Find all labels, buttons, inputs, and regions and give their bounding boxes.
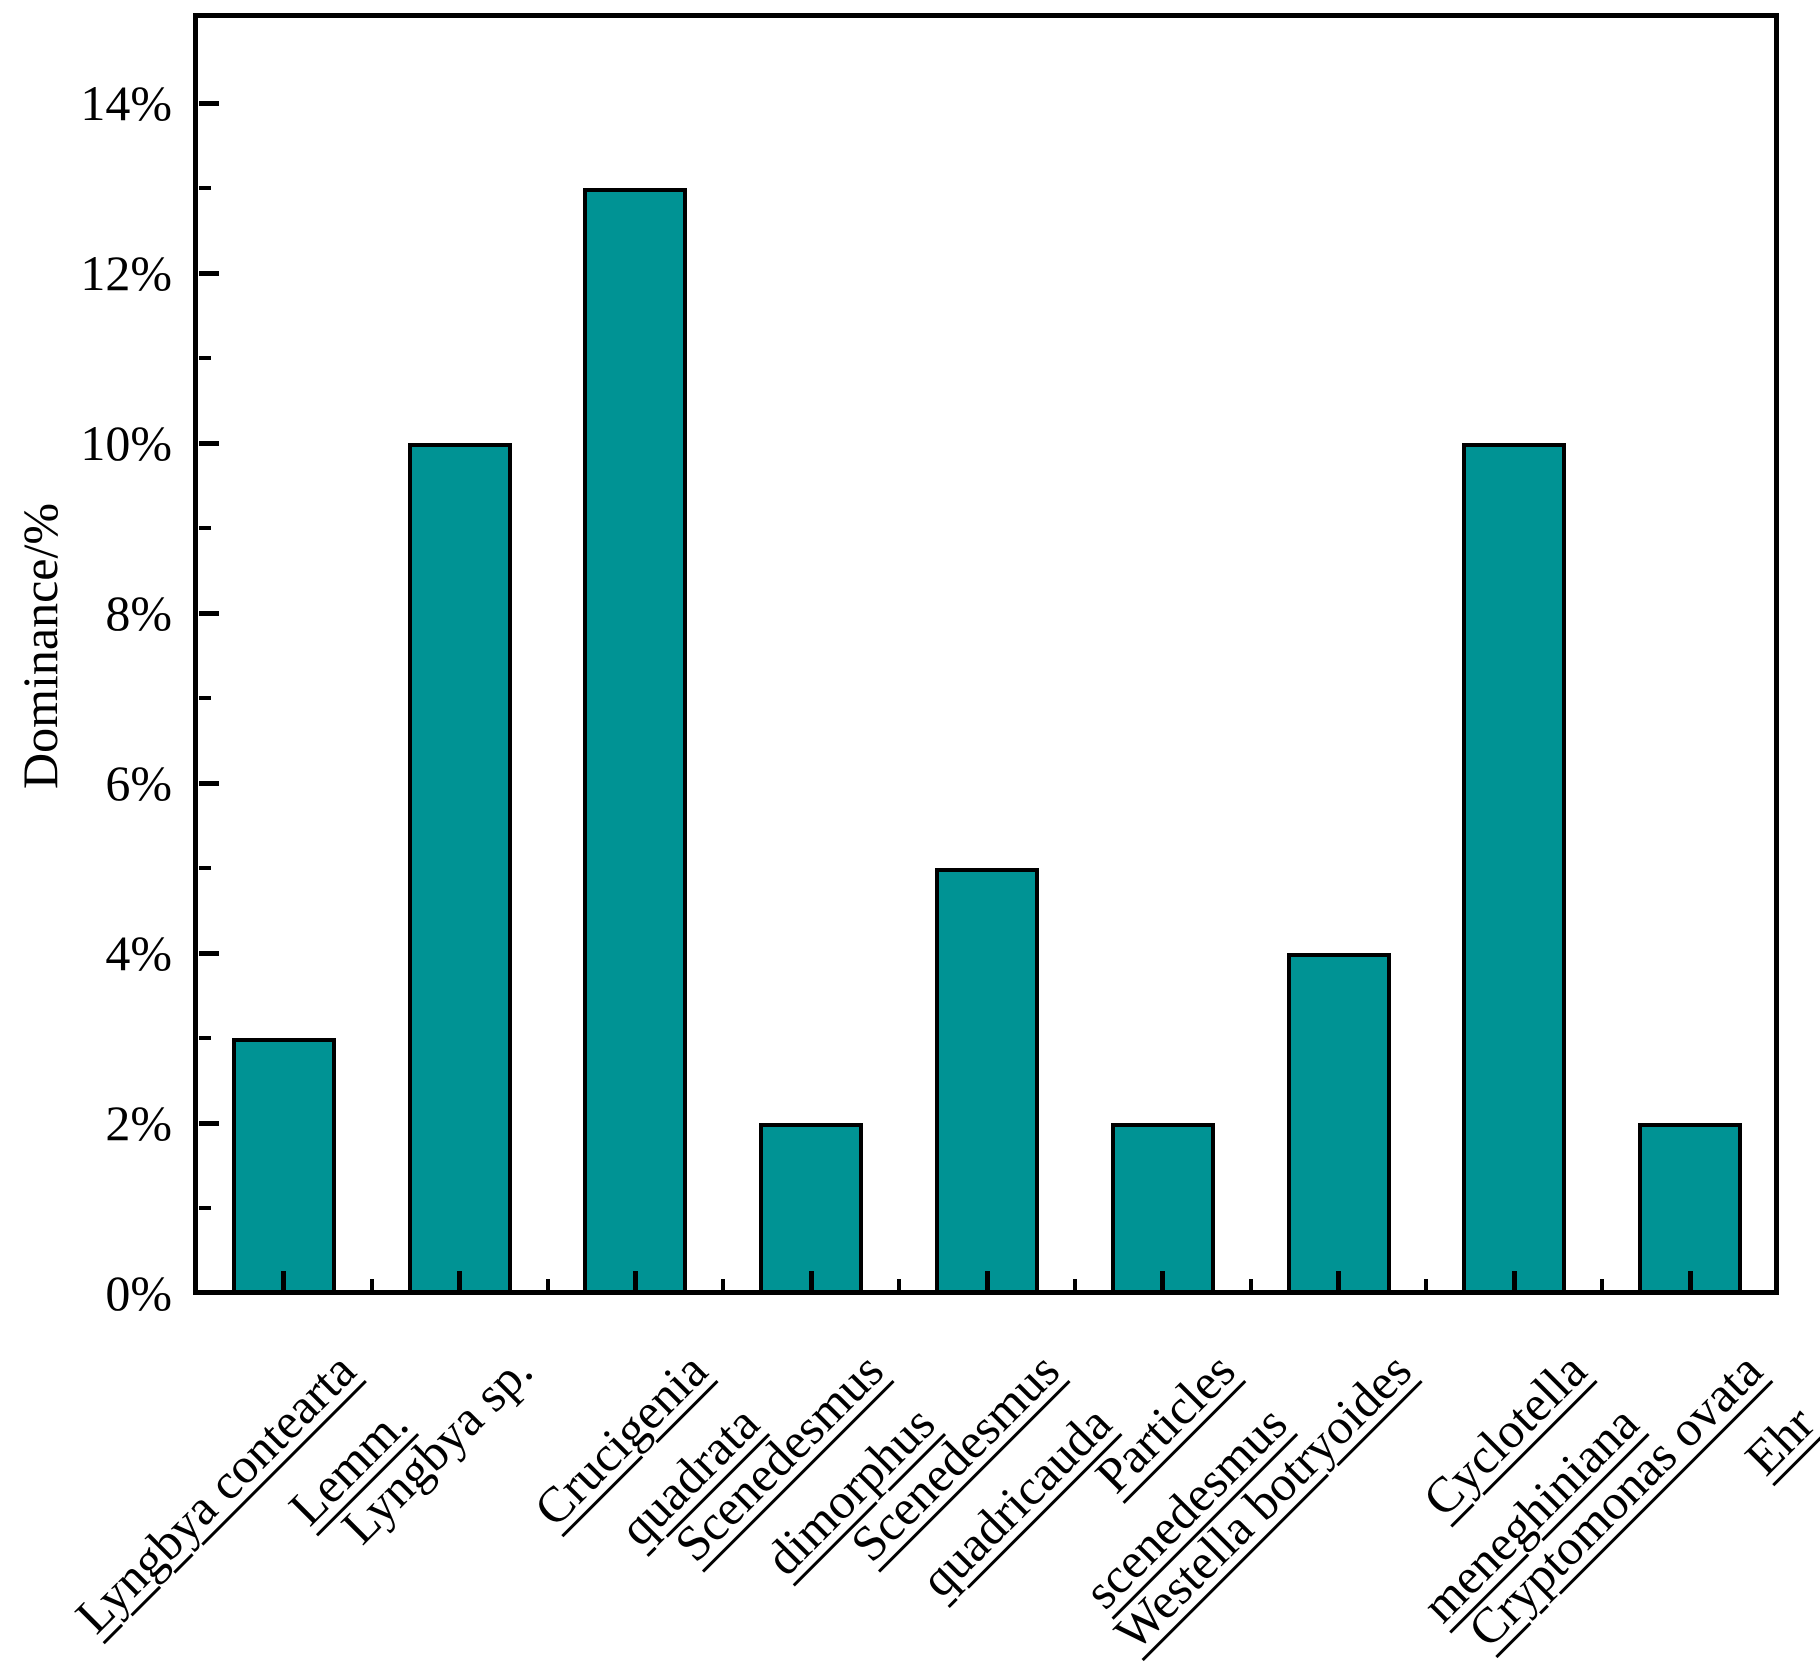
y-tick-label: 2% xyxy=(105,1095,172,1151)
y-major-tick xyxy=(199,781,219,786)
y-minor-tick xyxy=(199,1206,211,1210)
y-minor-tick xyxy=(199,696,211,700)
y-tick-label: 6% xyxy=(105,755,172,811)
bar-9 xyxy=(1638,1123,1742,1293)
y-minor-tick xyxy=(199,1036,211,1040)
x-minor-tick xyxy=(546,1279,550,1291)
x-minor-tick xyxy=(1600,1279,1604,1291)
x-minor-tick xyxy=(721,1279,725,1291)
y-minor-tick xyxy=(199,356,211,360)
x-major-tick xyxy=(457,1271,462,1291)
y-tick-label: 12% xyxy=(80,245,172,301)
x-tick-label: Ehr xyxy=(1733,1394,1820,1486)
x-minor-tick xyxy=(370,1279,374,1291)
y-tick-label: 10% xyxy=(80,415,172,471)
y-major-tick xyxy=(199,1121,219,1126)
plot-area xyxy=(193,13,1779,1295)
bar-3 xyxy=(583,188,687,1293)
bar-7 xyxy=(1287,953,1391,1293)
y-minor-tick xyxy=(199,186,211,190)
bar-4 xyxy=(759,1123,863,1293)
x-major-tick xyxy=(1688,1271,1693,1291)
y-major-tick xyxy=(199,441,219,446)
y-major-tick xyxy=(199,951,219,956)
x-minor-tick xyxy=(897,1279,901,1291)
x-major-tick xyxy=(1336,1271,1341,1291)
y-tick-label: 8% xyxy=(105,585,172,641)
bar-8 xyxy=(1462,443,1566,1293)
x-major-tick xyxy=(1160,1271,1165,1291)
y-minor-tick xyxy=(199,526,211,530)
bar-6 xyxy=(1111,1123,1215,1293)
x-minor-tick xyxy=(1073,1279,1077,1291)
bar-5 xyxy=(935,868,1039,1293)
y-major-tick xyxy=(199,611,219,616)
x-minor-tick xyxy=(1249,1279,1253,1291)
x-minor-tick xyxy=(1424,1279,1428,1291)
y-tick-label: 0% xyxy=(105,1265,172,1321)
y-minor-tick xyxy=(199,866,211,870)
y-tick-label: 4% xyxy=(105,925,172,981)
bar-2 xyxy=(408,443,512,1293)
x-major-tick xyxy=(985,1271,990,1291)
x-major-tick xyxy=(1512,1271,1517,1291)
y-axis-title: Dominance/% xyxy=(12,503,68,790)
x-major-tick xyxy=(809,1271,814,1291)
bar-1 xyxy=(232,1038,336,1293)
x-major-tick xyxy=(281,1271,286,1291)
y-major-tick xyxy=(199,101,219,106)
x-major-tick xyxy=(633,1271,638,1291)
y-tick-label: 14% xyxy=(80,75,172,131)
y-major-tick xyxy=(199,271,219,276)
